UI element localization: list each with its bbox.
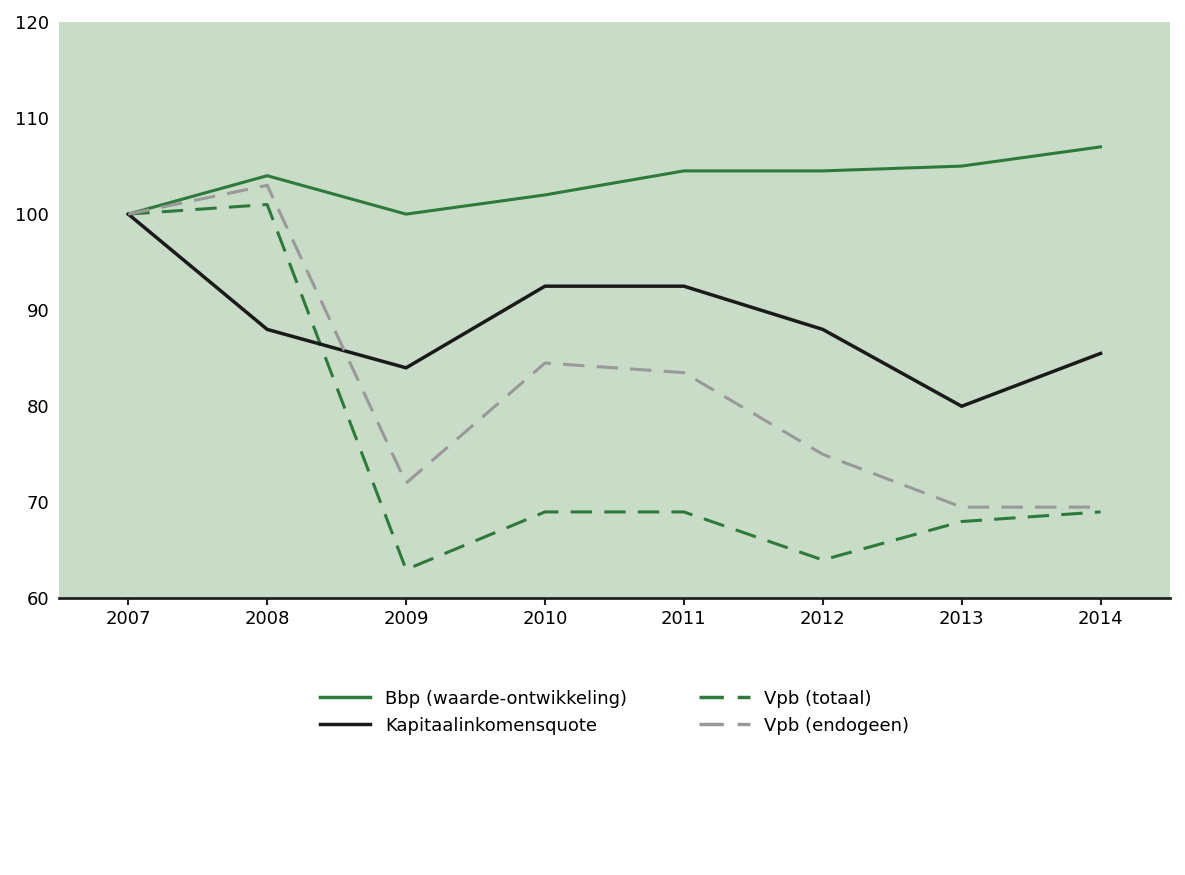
Legend: Bbp (waarde-ontwikkeling), Kapitaalinkomensquote, Vpb (totaal), Vpb (endogeen): Bbp (waarde-ontwikkeling), Kapitaalinkom… xyxy=(313,682,916,742)
